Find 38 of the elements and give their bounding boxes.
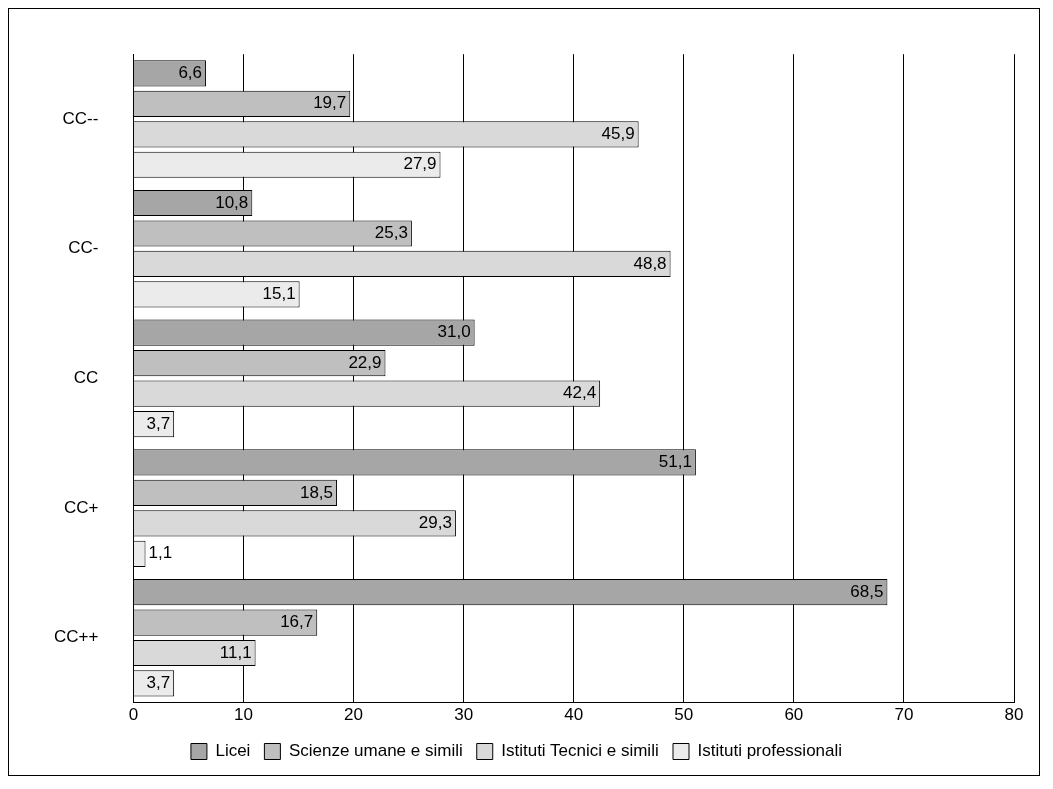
data-label: 31,0: [437, 322, 471, 342]
x-tick-label: 60: [784, 705, 804, 725]
data-label: 18,5: [299, 482, 334, 502]
x-tick-label: 10: [234, 705, 253, 725]
data-label: 29,3: [418, 513, 452, 532]
y-tick-label: CC: [73, 368, 99, 388]
y-tick-label: CC+: [63, 497, 99, 517]
x-tick-label: 40: [564, 705, 584, 725]
data-label: 3,7: [146, 413, 171, 433]
data-label: 25,3: [374, 223, 408, 243]
data-label: 3,7: [146, 673, 171, 693]
data-label: 10,8: [215, 192, 249, 212]
x-tick-label: 80: [1004, 705, 1024, 725]
data-label: 1,1: [148, 543, 173, 563]
legend-label: Scienze umane e simili: [288, 741, 463, 761]
data-label: 11,1: [219, 642, 252, 662]
data-label: 45,9: [601, 123, 635, 143]
data-label: 6,6: [178, 63, 203, 83]
legend-label: Licei: [215, 741, 251, 761]
y-tick-label: CC++: [53, 627, 99, 647]
x-tick-label: 50: [674, 705, 694, 725]
data-label: 42,4: [563, 383, 597, 403]
data-label: 16,7: [280, 612, 314, 632]
y-tick-label: CC--: [62, 108, 99, 128]
data-label: 51,1: [658, 452, 692, 472]
data-label: 22,9: [348, 352, 382, 372]
x-tick-label: 0: [128, 705, 139, 725]
data-label: 68,5: [850, 581, 884, 601]
data-label: 48,8: [633, 253, 667, 273]
data-label: 15,1: [262, 284, 296, 304]
y-tick-label: CC-: [68, 238, 99, 258]
x-tick-label: 70: [894, 705, 914, 725]
data-label: 27,9: [403, 154, 437, 174]
x-tick-label: 20: [344, 705, 364, 725]
legend-label: Istituti Tecnici e simili: [501, 741, 659, 761]
legend-label: Istituti professionali: [697, 741, 843, 761]
x-tick-label: 30: [454, 705, 474, 725]
data-label: 19,7: [313, 93, 347, 113]
